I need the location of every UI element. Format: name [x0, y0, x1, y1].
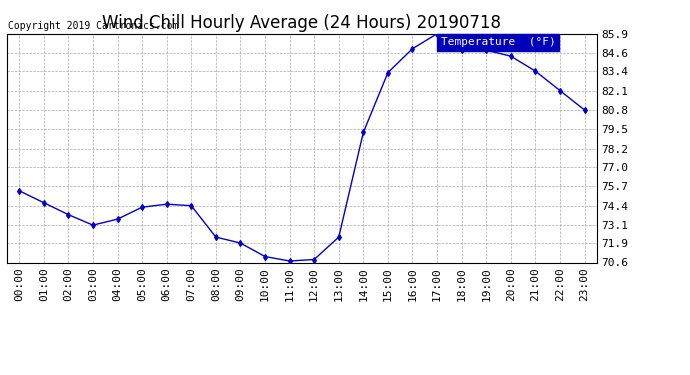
Text: Temperature  (°F): Temperature (°F) — [440, 37, 555, 47]
Title: Wind Chill Hourly Average (24 Hours) 20190718: Wind Chill Hourly Average (24 Hours) 201… — [102, 14, 502, 32]
Text: Copyright 2019 Cartronics.com: Copyright 2019 Cartronics.com — [8, 21, 179, 32]
